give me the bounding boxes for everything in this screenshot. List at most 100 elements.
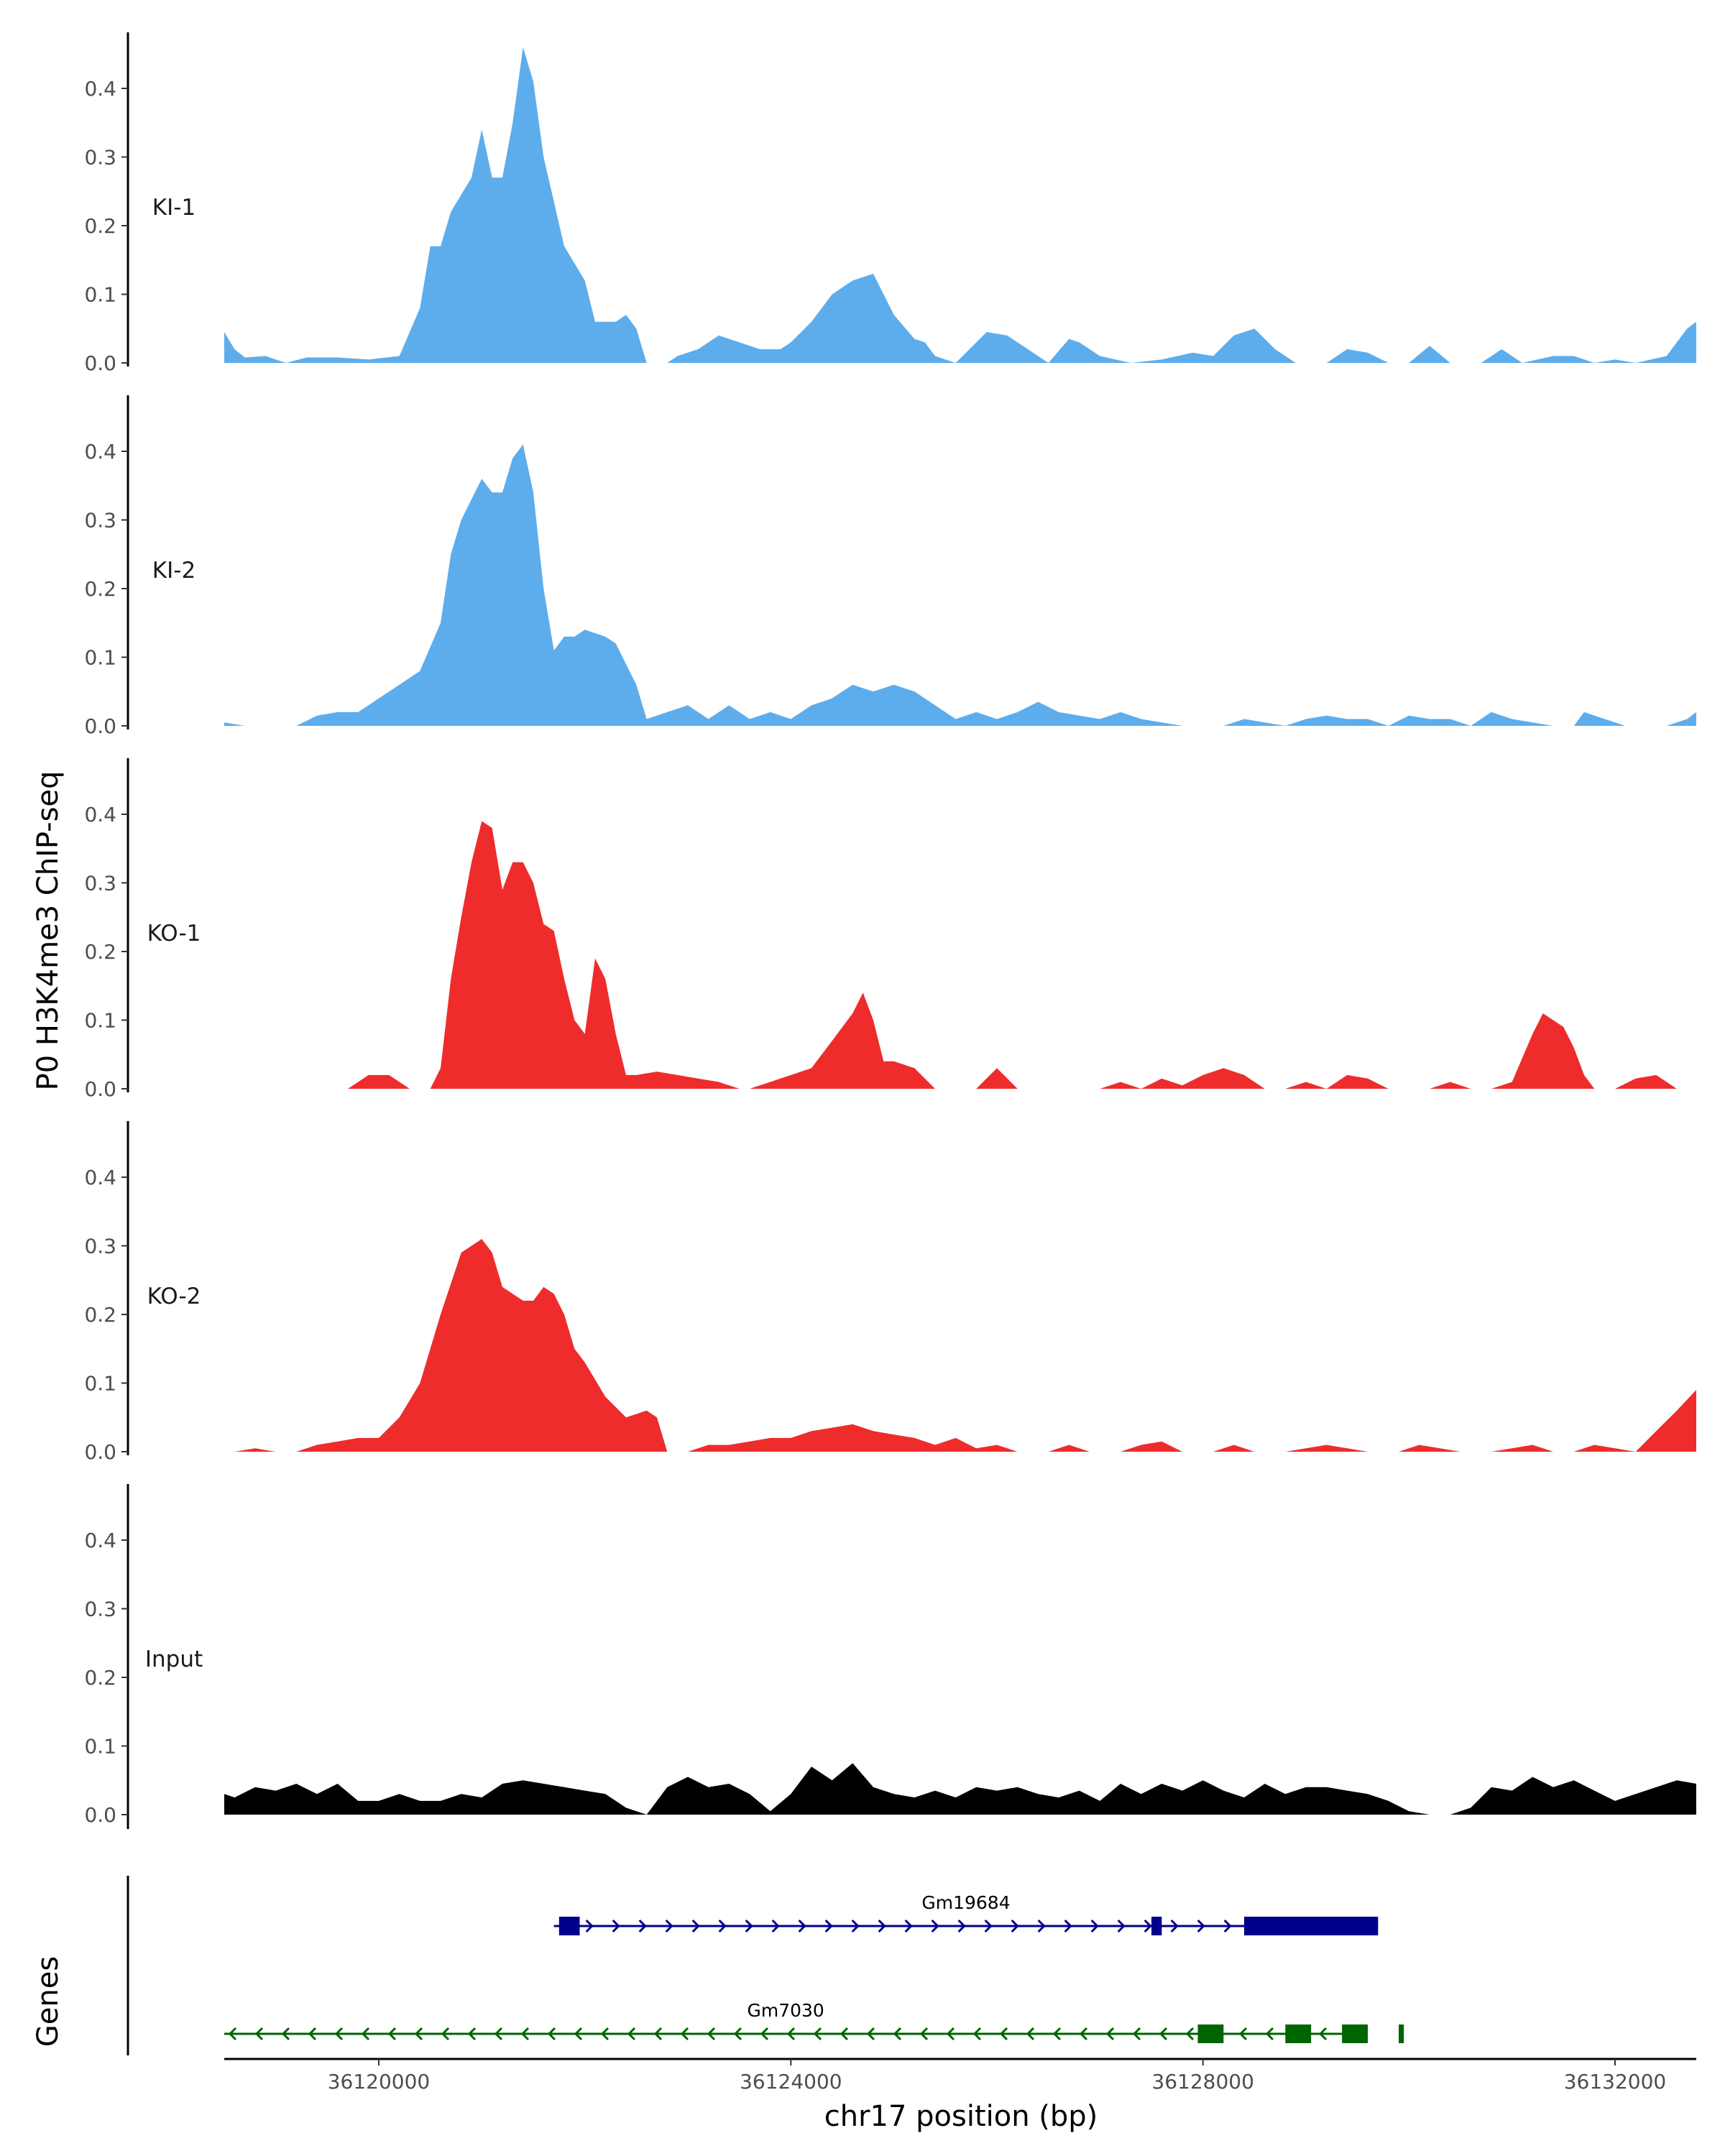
strand-arrow (760, 2027, 769, 2041)
y-tick-label: 0.4 (84, 440, 116, 464)
strand-arrow (1105, 2027, 1115, 2041)
strand-arrow (585, 1919, 594, 1933)
strand-arrow (1026, 2027, 1035, 2041)
strand-arrow (334, 2027, 344, 2041)
strand-arrow (441, 2027, 450, 2041)
strand-arrow (638, 1919, 647, 1933)
gene-exon (1244, 1917, 1379, 1935)
track-ko-2: 0.0 0.1 0.2 0.3 0.4 KO-2 (84, 1121, 1696, 1464)
track-label: KO-1 (147, 921, 201, 946)
coverage-area (224, 1239, 1696, 1452)
strand-arrow (1052, 2027, 1062, 2041)
strand-arrow (1117, 1919, 1126, 1933)
strand-arrow (1223, 1919, 1232, 1933)
strand-arrow (612, 1919, 620, 1933)
strand-arrow (840, 2027, 849, 2041)
y-tick-label: 0.0 (84, 1077, 116, 1101)
strand-arrow (771, 1919, 780, 1933)
strand-arrow (999, 2027, 1008, 2041)
strand-arrow (1197, 1919, 1205, 1933)
y-tick-label: 0.2 (84, 1666, 116, 1690)
y-tick-label: 0.0 (84, 351, 116, 375)
strand-arrow (1265, 2027, 1274, 2041)
y-axis-title: P0 H3K4me3 ChIP-seq (32, 771, 65, 1091)
gene-exon (1285, 2024, 1312, 2043)
track-label: KI-2 (152, 558, 196, 584)
y-tick-label: 0.1 (84, 283, 116, 307)
track-label: Input (145, 1646, 203, 1672)
strand-arrow (627, 2027, 636, 2041)
coverage-area (224, 47, 1696, 363)
y-tick-label: 0.2 (84, 214, 116, 238)
track-ki-1: 0.0 0.1 0.2 0.3 0.4 KI-1 (84, 32, 1696, 375)
strand-arrow (904, 1919, 913, 1933)
strand-arrow (893, 2027, 902, 2041)
y-tick-label: 0.2 (84, 577, 116, 601)
track-input: 0.0 0.1 0.2 0.3 0.4 Input (84, 1484, 1696, 1829)
strand-arrow (680, 2027, 689, 2041)
coverage-area (224, 1763, 1696, 1815)
strand-arrow (984, 1919, 993, 1933)
x-tick-label: 36120000 (328, 2070, 431, 2093)
strand-arrow (1037, 1919, 1046, 1933)
strand-arrow (600, 2027, 610, 2041)
strand-arrow (574, 2027, 583, 2041)
y-tick-label: 0.2 (84, 1303, 116, 1327)
strand-arrow (494, 2027, 503, 2041)
x-axis: 36120000 36124000 36128000 36132000 (224, 2058, 1696, 2093)
strand-arrow (547, 2027, 556, 2041)
strand-arrow (1159, 2027, 1168, 2041)
strand-arrow (931, 1919, 939, 1933)
gene-exon (1399, 2024, 1404, 2043)
strand-arrow (1238, 2027, 1248, 2041)
y-tick-label: 0.0 (84, 714, 116, 738)
strand-arrow (281, 2027, 290, 2041)
x-tick-label: 36128000 (1151, 2070, 1254, 2093)
strand-arrow (653, 2027, 663, 2041)
genes-axis-title: Genes (32, 1956, 65, 2047)
y-tick-label: 0.3 (84, 1235, 116, 1258)
y-tick-label: 0.1 (84, 1009, 116, 1033)
y-tick-label: 0.4 (84, 77, 116, 101)
strand-arrow (851, 1919, 860, 1933)
strand-arrow (733, 2027, 742, 2041)
strand-arrow (467, 2027, 477, 2041)
y-tick-label: 0.2 (84, 940, 116, 964)
x-tick-label: 36124000 (740, 2070, 842, 2093)
x-axis-title: chr17 position (bp) (824, 2100, 1098, 2133)
strand-arrow (957, 1919, 966, 1933)
strand-arrow (798, 1919, 806, 1933)
strand-arrow (1318, 2027, 1328, 2041)
strand-arrow (707, 2027, 716, 2041)
strand-arrow (824, 1919, 833, 1933)
y-tick-label: 0.3 (84, 146, 116, 170)
strand-arrow (1011, 1919, 1019, 1933)
strand-arrow (745, 1919, 753, 1933)
strand-arrow (972, 2027, 982, 2041)
strand-arrow (254, 2027, 264, 2041)
track-ki-2: 0.0 0.1 0.2 0.3 0.4 KI-2 (84, 395, 1696, 738)
gene-exon (1342, 2024, 1368, 2043)
strand-arrow (1132, 2027, 1141, 2041)
strand-arrow (665, 1919, 673, 1933)
strand-arrow (691, 1919, 700, 1933)
y-tick-label: 0.4 (84, 1529, 116, 1552)
strand-arrow (786, 2027, 796, 2041)
coverage-area (224, 444, 1696, 726)
strand-arrow (813, 2027, 822, 2041)
strand-arrow (1079, 2027, 1088, 2041)
y-tick-label: 0.1 (84, 1372, 116, 1396)
strand-arrow (946, 2027, 955, 2041)
x-tick-label: 36132000 (1564, 2070, 1667, 2093)
y-tick-label: 0.4 (84, 1166, 116, 1189)
strand-arrow (718, 1919, 727, 1933)
strand-arrow (1170, 1919, 1179, 1933)
gene-exon (558, 1917, 580, 1935)
track-ko-1: 0.0 0.1 0.2 0.3 0.4 KO-1 (84, 758, 1696, 1101)
strand-arrow (228, 2027, 237, 2041)
track-label: KO-2 (147, 1284, 201, 1309)
y-tick-label: 0.0 (84, 1803, 116, 1827)
y-tick-label: 0.3 (84, 509, 116, 533)
strand-arrow (361, 2027, 370, 2041)
